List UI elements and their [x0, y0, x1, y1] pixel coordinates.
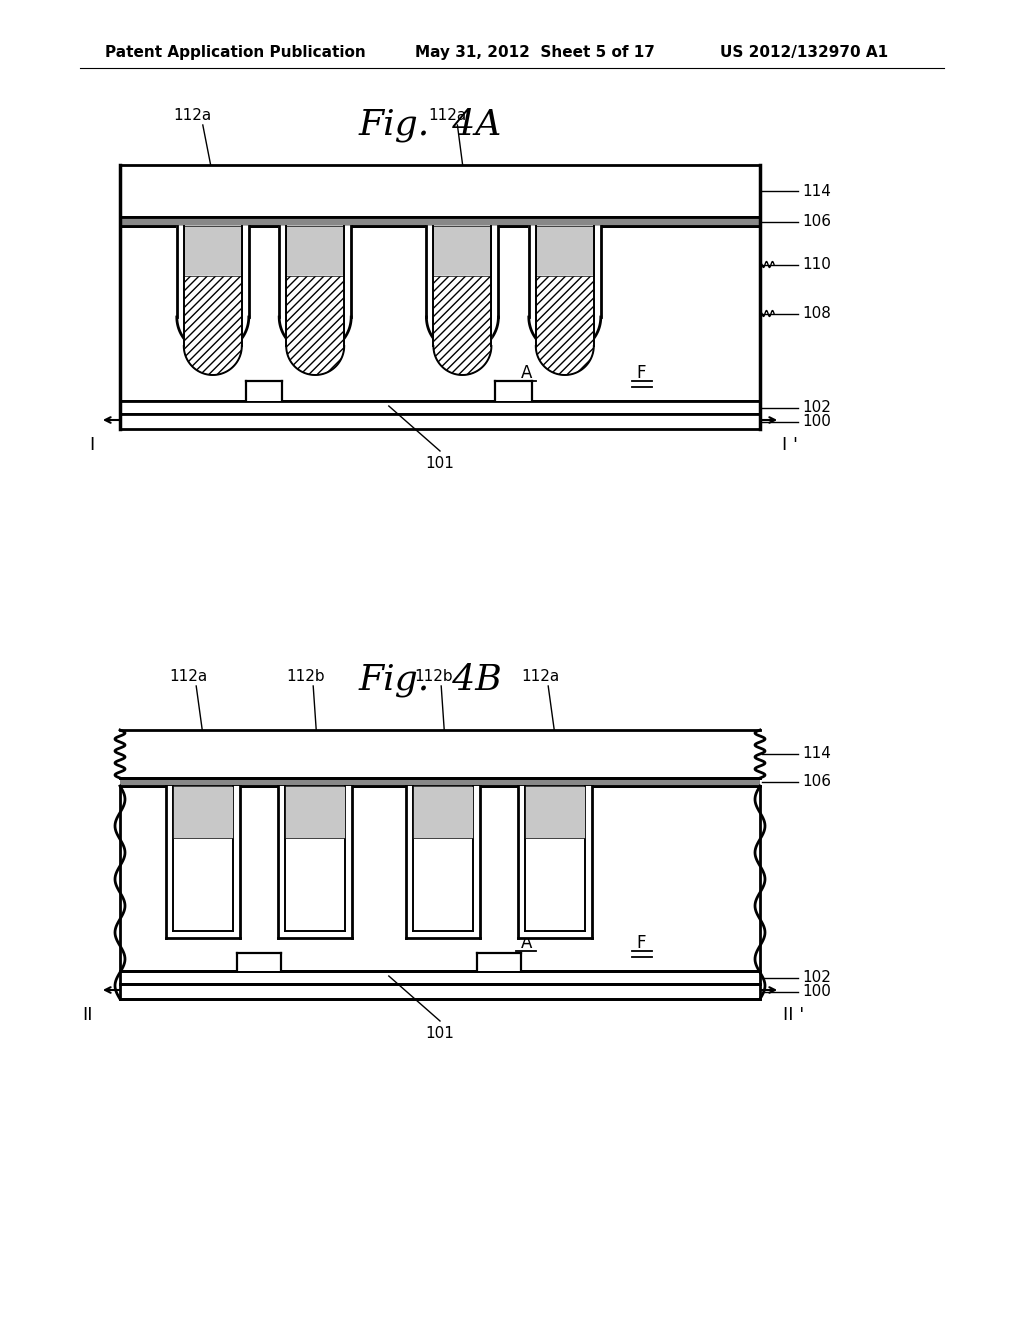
Polygon shape: [183, 276, 242, 375]
Polygon shape: [426, 226, 499, 352]
Polygon shape: [433, 276, 492, 375]
Text: 114: 114: [802, 183, 830, 198]
Bar: [183, 276, 242, 346]
Bar: [120, 401, 760, 414]
Text: 108: 108: [802, 306, 830, 321]
Polygon shape: [286, 276, 344, 375]
Text: Patent Application Publication: Patent Application Publication: [105, 45, 366, 59]
Bar: [518, 785, 592, 937]
Text: 112a: 112a: [174, 108, 212, 123]
Bar: [120, 785, 760, 972]
Text: 112b: 112b: [414, 669, 453, 684]
Text: A: A: [521, 935, 532, 952]
Bar: [183, 276, 242, 346]
Bar: [173, 785, 233, 838]
Text: 112a: 112a: [428, 108, 467, 123]
Text: Fig.  4B: Fig. 4B: [358, 663, 502, 697]
Bar: [120, 414, 760, 429]
Text: US 2012/132970 A1: US 2012/132970 A1: [720, 45, 888, 59]
Bar: [286, 276, 344, 346]
Text: II: II: [83, 1006, 93, 1024]
Bar: [120, 777, 760, 785]
Bar: [120, 216, 760, 226]
Bar: [525, 785, 585, 838]
Text: 114: 114: [802, 747, 830, 762]
Bar: [477, 953, 521, 972]
Bar: [120, 972, 760, 983]
Text: 110: 110: [802, 257, 830, 272]
Text: 102: 102: [802, 970, 830, 985]
Bar: [286, 785, 345, 838]
Polygon shape: [183, 276, 242, 375]
Bar: [246, 381, 283, 401]
Bar: [536, 226, 594, 276]
Bar: [183, 226, 242, 276]
Text: 106: 106: [802, 214, 831, 228]
Bar: [286, 276, 344, 346]
Polygon shape: [280, 226, 351, 352]
Text: 106: 106: [802, 775, 831, 789]
Bar: [120, 165, 760, 216]
Bar: [536, 276, 594, 346]
Bar: [120, 226, 760, 401]
Bar: [120, 983, 760, 999]
Bar: [433, 276, 492, 346]
Bar: [407, 785, 480, 937]
Text: 101: 101: [426, 1026, 455, 1040]
Bar: [536, 276, 594, 346]
Polygon shape: [536, 276, 594, 375]
Text: I ': I ': [782, 436, 798, 454]
Bar: [433, 226, 492, 276]
Text: II ': II ': [783, 1006, 805, 1024]
Bar: [433, 276, 492, 346]
Polygon shape: [433, 276, 492, 375]
Text: 112a: 112a: [169, 669, 207, 684]
Bar: [238, 953, 282, 972]
Bar: [414, 785, 473, 838]
Text: 112a: 112a: [521, 669, 559, 684]
Text: I: I: [89, 436, 94, 454]
Bar: [496, 381, 531, 401]
Text: 102: 102: [802, 400, 830, 414]
Text: May 31, 2012  Sheet 5 of 17: May 31, 2012 Sheet 5 of 17: [415, 45, 655, 59]
Bar: [120, 730, 760, 777]
Polygon shape: [536, 276, 594, 375]
Text: 100: 100: [802, 983, 830, 999]
Bar: [286, 226, 344, 276]
Text: A: A: [521, 364, 532, 381]
Text: F: F: [637, 935, 646, 952]
Bar: [279, 785, 352, 937]
Polygon shape: [286, 276, 344, 375]
Text: 101: 101: [426, 455, 455, 470]
Text: 100: 100: [802, 414, 830, 429]
Text: 112b: 112b: [286, 669, 325, 684]
Bar: [166, 785, 241, 937]
Text: F: F: [637, 364, 646, 381]
Polygon shape: [528, 226, 601, 352]
Polygon shape: [177, 226, 249, 352]
Text: Fig.  4A: Fig. 4A: [358, 108, 502, 143]
